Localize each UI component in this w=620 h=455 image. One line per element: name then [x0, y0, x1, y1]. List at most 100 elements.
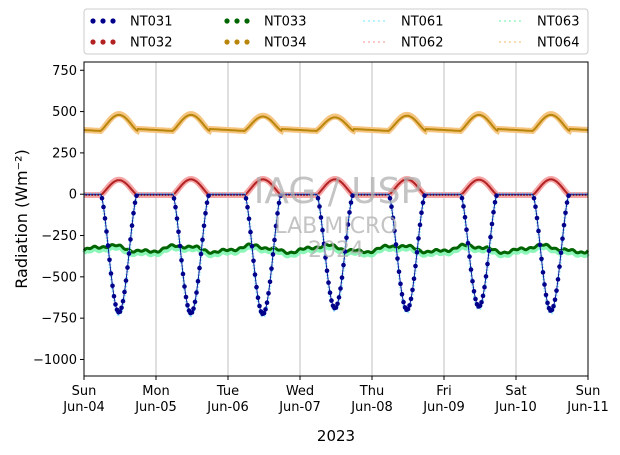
data-point	[320, 227, 325, 233]
legend-marker	[519, 41, 521, 43]
y-tick-label: −1000	[33, 353, 77, 368]
legend-marker	[514, 41, 516, 43]
data-point	[389, 204, 394, 209]
data-point	[491, 209, 496, 215]
data-point	[267, 279, 273, 285]
data-point	[270, 252, 276, 257]
y-tick-label: −750	[41, 312, 77, 327]
data-point	[257, 303, 262, 309]
data-point	[477, 303, 483, 309]
data-point	[558, 250, 564, 256]
data-point	[531, 196, 537, 201]
data-point	[554, 288, 559, 293]
watermark-line1: IAG / USP	[254, 171, 422, 212]
data-point	[254, 284, 259, 290]
x-tick-label-date: Jun-04	[62, 400, 105, 415]
data-point	[200, 237, 205, 242]
legend-marker	[504, 20, 506, 22]
legend-marker	[378, 41, 380, 43]
legend-marker	[100, 39, 106, 45]
data-point	[392, 228, 397, 233]
legend-item-nt064: NT064	[499, 36, 579, 51]
data-point	[464, 227, 469, 232]
x-tick-label-date: Jun-05	[134, 400, 177, 415]
x-tick-label-date: Jun-10	[494, 400, 537, 415]
data-point	[102, 216, 108, 221]
legend-marker	[373, 41, 375, 43]
legend-frame	[83, 8, 589, 55]
data-point	[492, 200, 498, 205]
legend-marker	[234, 39, 240, 45]
legend-label: NT034	[264, 36, 306, 51]
data-point	[252, 272, 258, 277]
legend-item-nt033: NT033	[224, 15, 306, 30]
data-point	[410, 287, 415, 293]
data-point	[536, 228, 541, 234]
data-point	[539, 256, 544, 262]
series-nt033	[82, 242, 590, 255]
data-point	[105, 243, 111, 248]
data-point	[318, 215, 324, 220]
data-point	[248, 229, 253, 235]
data-point	[204, 200, 210, 206]
data-point	[545, 300, 550, 306]
legend-item-nt063: NT063	[499, 15, 579, 30]
data-point	[171, 196, 177, 201]
legend-label: NT033	[264, 15, 306, 30]
series-layer	[82, 111, 590, 319]
data-point	[417, 222, 423, 228]
data-point	[407, 303, 412, 308]
data-point	[486, 248, 492, 253]
data-point	[107, 257, 112, 263]
x-tick-label-day: Sun	[72, 384, 97, 399]
data-point	[201, 223, 207, 229]
data-point	[461, 204, 466, 209]
data-point	[110, 283, 115, 289]
legend-label: NT064	[537, 36, 579, 51]
data-point	[561, 222, 567, 228]
legend-marker	[110, 39, 116, 45]
data-point	[533, 204, 538, 210]
data-point	[564, 200, 570, 205]
legend-label: NT063	[537, 15, 579, 30]
legend-marker	[363, 41, 365, 43]
data-point	[468, 267, 474, 272]
legend-marker	[224, 39, 230, 45]
data-point	[395, 256, 400, 261]
data-point	[551, 303, 556, 309]
x-tick-label-day: Sat	[505, 384, 526, 399]
data-point	[473, 296, 478, 302]
x-tick-label-date: Jun-11	[566, 400, 609, 415]
data-point	[408, 296, 414, 302]
data-point	[173, 204, 178, 210]
data-point	[324, 268, 330, 274]
data-point	[479, 300, 484, 305]
plot-frame	[83, 61, 589, 377]
data-point	[197, 265, 202, 271]
x-tick-label-day: Mon	[142, 384, 169, 399]
data-point	[333, 305, 339, 310]
data-point	[401, 299, 406, 305]
data-point	[552, 297, 558, 303]
data-point	[557, 264, 562, 269]
legend-marker	[519, 20, 521, 22]
legend-marker	[244, 39, 250, 45]
x-tick-label-day: Thu	[359, 384, 384, 399]
data-point	[323, 255, 328, 260]
data-point	[111, 294, 117, 299]
data-point	[108, 271, 114, 276]
legend-marker	[499, 41, 501, 43]
legend-item-nt034: NT034	[224, 36, 306, 51]
data-point	[348, 200, 354, 205]
data-point	[396, 269, 402, 275]
data-point	[338, 286, 343, 291]
data-point	[255, 295, 261, 301]
data-point	[540, 270, 546, 275]
data-point	[126, 251, 132, 256]
watermark-line2: LAB MICRO	[274, 214, 397, 239]
data-point	[278, 193, 283, 199]
data-point	[411, 276, 417, 282]
data-point	[489, 221, 495, 227]
y-tick-label: 250	[52, 146, 77, 161]
data-point	[485, 261, 490, 267]
